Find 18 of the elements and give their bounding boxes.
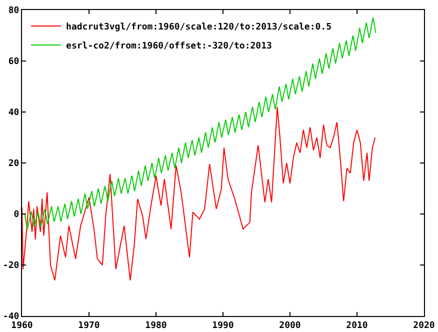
y-tick-label: 40 [8,108,20,118]
y-tick-label: 0 [14,210,20,220]
x-tick-label: 1990 [212,320,234,331]
y-tick-label: -20 [2,261,20,272]
y-tick-label: 20 [8,159,20,170]
y-tick-label: 60 [8,57,20,68]
legend-label: esrl-co2/from:1960/offset:-320/to:2013 [66,42,272,52]
x-tick-label: 2020 [413,320,435,331]
y-tick-label: -40 [2,312,20,322]
x-tick-label: 2000 [279,320,301,331]
legend-label: hadcrut3vgl/from:1960/scale:120/to:2013/scale:0.5 [66,22,332,33]
line-series [22,106,376,281]
x-tick-label: 1970 [78,320,100,331]
x-tick-label: 1960 [11,320,33,331]
x-tick-label: 2010 [346,320,368,331]
x-tick-label: 1980 [145,320,167,331]
y-tick-label: 80 [8,6,20,16]
line-series [24,17,376,230]
